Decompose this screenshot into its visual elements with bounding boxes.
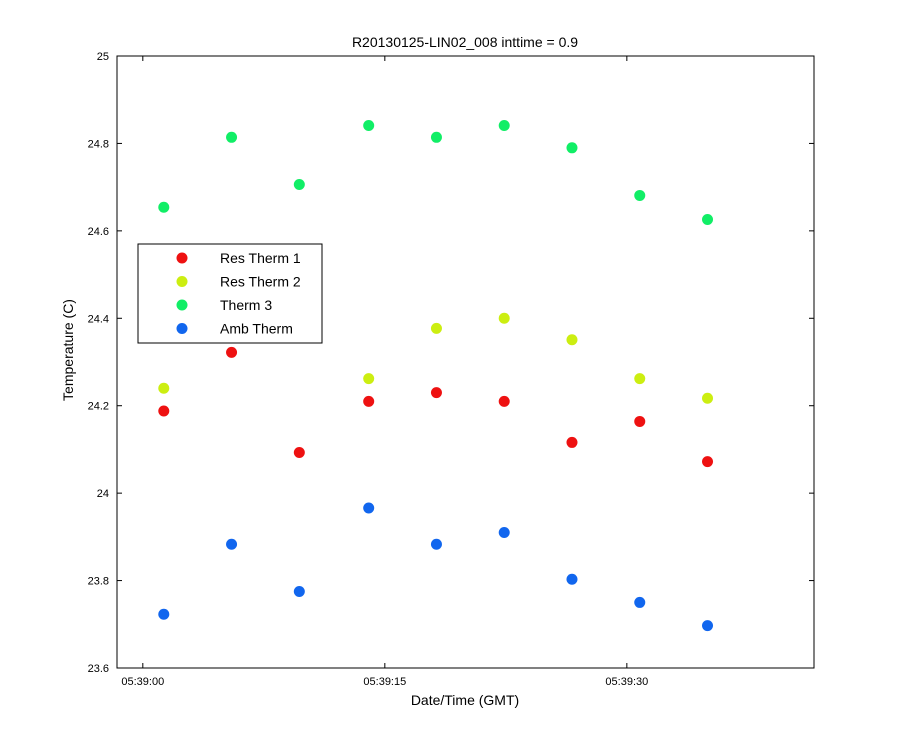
data-point <box>293 446 305 458</box>
legend-marker <box>176 323 188 334</box>
data-point <box>226 131 238 143</box>
y-axis: 23.6 23.8 24 24.2 24.4 24.6 24.8 25 <box>88 51 814 675</box>
data-point <box>226 538 238 550</box>
legend-label: Res Therm 1 <box>220 250 301 266</box>
y-tick-label: 23.8 <box>88 576 109 588</box>
chart-title: R20130125-LIN02_008 inttime = 0.9 <box>352 34 578 50</box>
y-axis-label: Temperature (C) <box>60 299 76 401</box>
data-point <box>702 392 714 404</box>
data-point <box>634 596 646 608</box>
x-axis-label: Date/Time (GMT) <box>411 692 519 708</box>
data-point <box>566 436 578 448</box>
x-axis: 05:39:00 05:39:15 05:39:30 <box>121 56 648 688</box>
y-tick-label: 24.4 <box>88 313 109 325</box>
data-point <box>293 179 305 191</box>
y-tick-label: 23.6 <box>88 663 109 675</box>
data-point <box>158 405 170 417</box>
data-point <box>430 387 442 399</box>
data-point <box>702 213 714 225</box>
data-point <box>363 395 375 407</box>
legend: Res Therm 1 Res Therm 2 Therm 3 Amb Therm <box>137 243 323 344</box>
data-points <box>158 120 714 632</box>
y-tick-label: 25 <box>97 51 109 63</box>
data-point <box>498 120 510 132</box>
data-point <box>498 526 510 538</box>
x-tick-label: 05:39:30 <box>605 676 648 688</box>
data-point <box>634 189 646 201</box>
legend-box <box>137 243 323 344</box>
y-tick-label: 24.6 <box>88 226 109 238</box>
y-tick-label: 24.8 <box>88 138 109 150</box>
legend-marker <box>176 252 188 264</box>
data-point <box>158 608 170 620</box>
x-tick-label: 05:39:00 <box>121 676 164 688</box>
data-point <box>363 373 375 385</box>
legend-marker <box>176 276 188 287</box>
data-point <box>634 415 646 427</box>
data-point <box>363 502 375 514</box>
legend-label: Res Therm 2 <box>220 274 301 290</box>
data-point <box>498 395 510 407</box>
data-point <box>566 142 578 154</box>
data-point <box>158 382 170 394</box>
legend-label: Therm 3 <box>220 297 272 313</box>
data-point <box>566 334 578 346</box>
plot-area <box>116 55 815 669</box>
y-tick-label: 24.2 <box>88 401 109 413</box>
data-point <box>363 120 375 132</box>
data-point <box>158 201 170 213</box>
y-tick-label: 24 <box>97 488 109 500</box>
data-point <box>293 586 305 597</box>
data-point <box>634 373 646 385</box>
data-point <box>702 620 714 632</box>
data-point <box>226 346 238 358</box>
data-point <box>702 456 714 468</box>
legend-marker <box>176 299 188 311</box>
legend-label: Amb Therm <box>220 321 293 337</box>
data-point <box>566 573 578 585</box>
data-point <box>430 131 442 143</box>
x-tick-label: 05:39:15 <box>363 676 406 688</box>
data-point <box>498 312 510 324</box>
data-point <box>430 322 442 334</box>
data-point <box>430 538 442 550</box>
